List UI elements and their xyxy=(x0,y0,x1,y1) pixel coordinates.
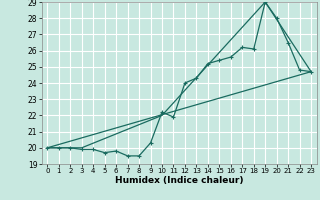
X-axis label: Humidex (Indice chaleur): Humidex (Indice chaleur) xyxy=(115,176,244,185)
